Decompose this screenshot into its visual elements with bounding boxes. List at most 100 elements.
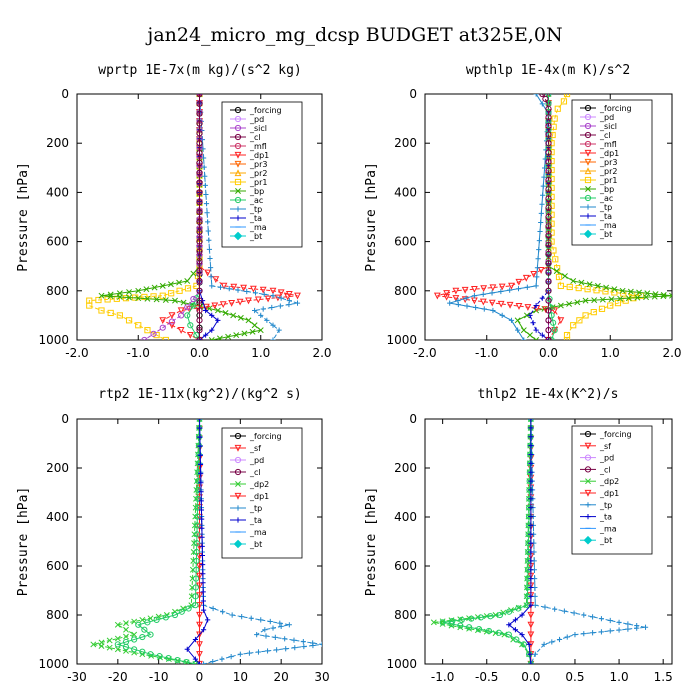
data-point	[251, 322, 258, 329]
legend-entry: _dp2	[249, 480, 269, 489]
data-point	[537, 267, 545, 274]
series-ta	[184, 419, 211, 664]
data-point	[545, 131, 552, 138]
legend-marker	[585, 478, 591, 485]
data-point	[237, 651, 243, 657]
data-point	[196, 307, 203, 314]
data-point	[536, 247, 542, 253]
legend-marker	[235, 505, 241, 511]
data-point	[114, 641, 121, 648]
data-point	[167, 281, 174, 288]
plot-area	[433, 94, 672, 340]
data-point	[582, 312, 589, 319]
legend-entry: _mfl	[249, 142, 267, 151]
legend-entry: _cl	[599, 131, 611, 140]
data-point	[582, 297, 589, 304]
y-axis-label: Pressure [hPa]	[16, 162, 31, 272]
data-point	[471, 293, 477, 299]
data-point	[171, 611, 179, 619]
data-point	[264, 317, 270, 323]
data-point	[545, 336, 552, 340]
data-point	[561, 608, 567, 614]
x-tick-label: 1.0	[610, 670, 629, 684]
series-dp1	[114, 419, 203, 664]
data-point	[194, 460, 201, 467]
data-point	[539, 201, 545, 207]
data-point	[168, 290, 175, 297]
data-point	[196, 287, 203, 294]
data-point	[196, 553, 203, 560]
data-point	[220, 609, 226, 615]
data-point	[539, 295, 545, 301]
data-point	[200, 146, 206, 152]
legend-entry: _sf	[599, 442, 611, 451]
legend-marker	[583, 229, 593, 239]
legend-entry: _dp1	[249, 151, 269, 160]
data-point	[545, 269, 552, 276]
data-point	[277, 289, 285, 297]
data-point	[506, 622, 512, 628]
data-point	[537, 228, 543, 235]
data-point	[527, 312, 533, 318]
data-point	[523, 593, 530, 600]
data-point	[198, 507, 205, 513]
data-point	[534, 274, 540, 280]
data-point	[150, 330, 157, 337]
data-point	[528, 487, 534, 493]
data-point	[98, 643, 105, 649]
data-point	[98, 292, 105, 299]
data-point	[190, 302, 197, 309]
legend-marker	[235, 517, 241, 523]
data-point	[177, 307, 185, 315]
legend-marker	[234, 432, 242, 440]
data-point	[226, 286, 232, 292]
data-point	[86, 302, 93, 309]
data-point	[203, 201, 210, 207]
data-point	[570, 322, 577, 329]
data-point	[205, 228, 211, 234]
x-tick-label: 2.0	[662, 346, 681, 360]
data-point	[196, 651, 203, 658]
data-point	[496, 611, 504, 619]
data-point	[193, 548, 200, 556]
legend-entry: _tp	[599, 203, 612, 212]
series-line	[541, 94, 549, 340]
data-point	[241, 330, 248, 337]
data-point	[196, 297, 203, 304]
legend-marker	[584, 489, 592, 497]
data-point	[439, 619, 446, 626]
data-point	[443, 290, 451, 297]
data-point	[190, 295, 197, 303]
data-point	[196, 110, 203, 117]
data-point	[594, 282, 601, 289]
data-point	[603, 284, 610, 291]
data-point	[528, 584, 534, 591]
data-point	[536, 237, 542, 244]
data-point	[209, 312, 215, 318]
data-point	[286, 301, 292, 308]
data-point	[540, 192, 546, 198]
data-point	[177, 327, 185, 334]
legend-marker	[585, 186, 591, 192]
x-tick-label: 0.0	[539, 346, 558, 360]
data-point	[196, 120, 203, 127]
legend-marker	[234, 468, 242, 476]
data-point	[627, 288, 634, 295]
legend-marker	[584, 442, 592, 450]
legend-marker	[584, 158, 592, 166]
data-point	[634, 294, 641, 301]
legend-entry: _dp1	[599, 149, 619, 158]
data-point	[430, 619, 437, 626]
data-point	[196, 94, 203, 98]
data-point	[625, 295, 632, 302]
data-point	[512, 617, 519, 623]
data-point	[497, 300, 505, 308]
data-point	[528, 567, 534, 573]
plot-area	[90, 419, 322, 664]
data-point	[660, 293, 667, 300]
data-point	[455, 301, 461, 308]
legend-marker	[235, 481, 241, 487]
data-point	[272, 634, 278, 640]
data-point	[528, 661, 534, 664]
data-point	[519, 632, 525, 638]
